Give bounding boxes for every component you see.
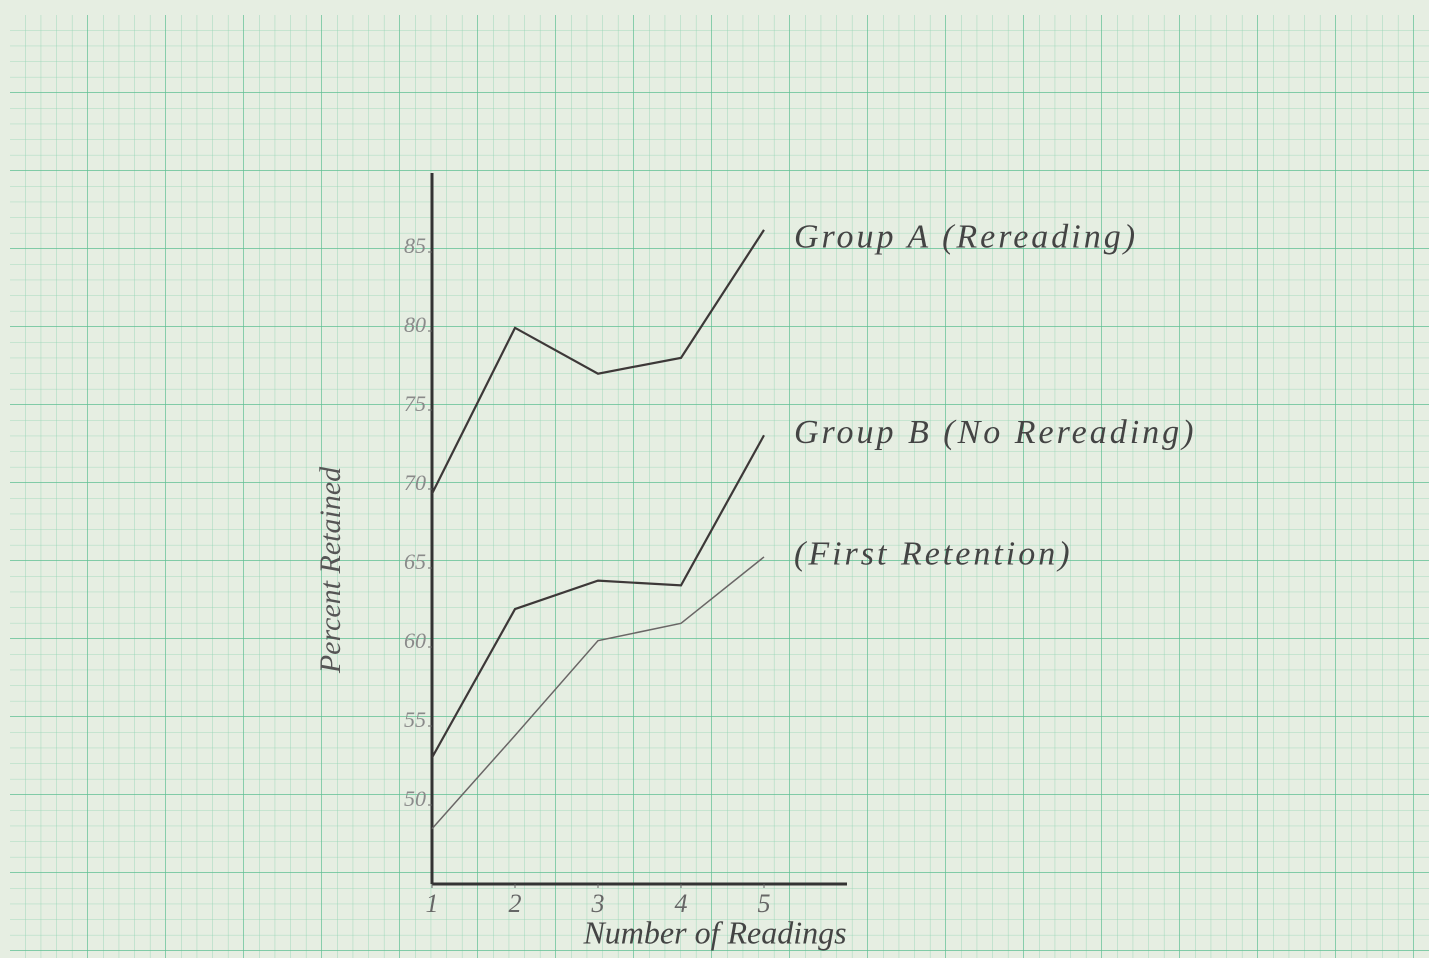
graph-paper-chart: Percent Retained Number of Readings 5055… xyxy=(0,0,1429,958)
x-tick-label: 4 xyxy=(675,889,688,918)
y-tick-label: 50 xyxy=(404,786,426,811)
grid-paper xyxy=(10,15,1429,958)
y-tick-label: 70 xyxy=(404,470,426,495)
series-label: Group B (No Rereading) xyxy=(794,414,1196,451)
series-label: (First Retention) xyxy=(794,536,1073,573)
series-label: Group A (Rereading) xyxy=(794,219,1138,256)
y-tick-label: 75 xyxy=(404,391,426,416)
x-tick-label: 2 xyxy=(509,889,522,918)
x-axis-label: Number of Readings xyxy=(582,914,846,950)
y-tick-label: 65 xyxy=(404,549,426,574)
x-tick-label: 5 xyxy=(758,889,771,918)
y-tick-label: 85 xyxy=(404,233,426,258)
y-tick-label: 60 xyxy=(404,628,426,653)
y-axis-label: Percent Retained xyxy=(314,466,347,674)
x-tick-label: 3 xyxy=(591,889,605,918)
x-tick-label: 1 xyxy=(426,889,439,918)
y-tick-label: 80 xyxy=(404,312,426,337)
y-tick-label: 55 xyxy=(404,707,426,732)
